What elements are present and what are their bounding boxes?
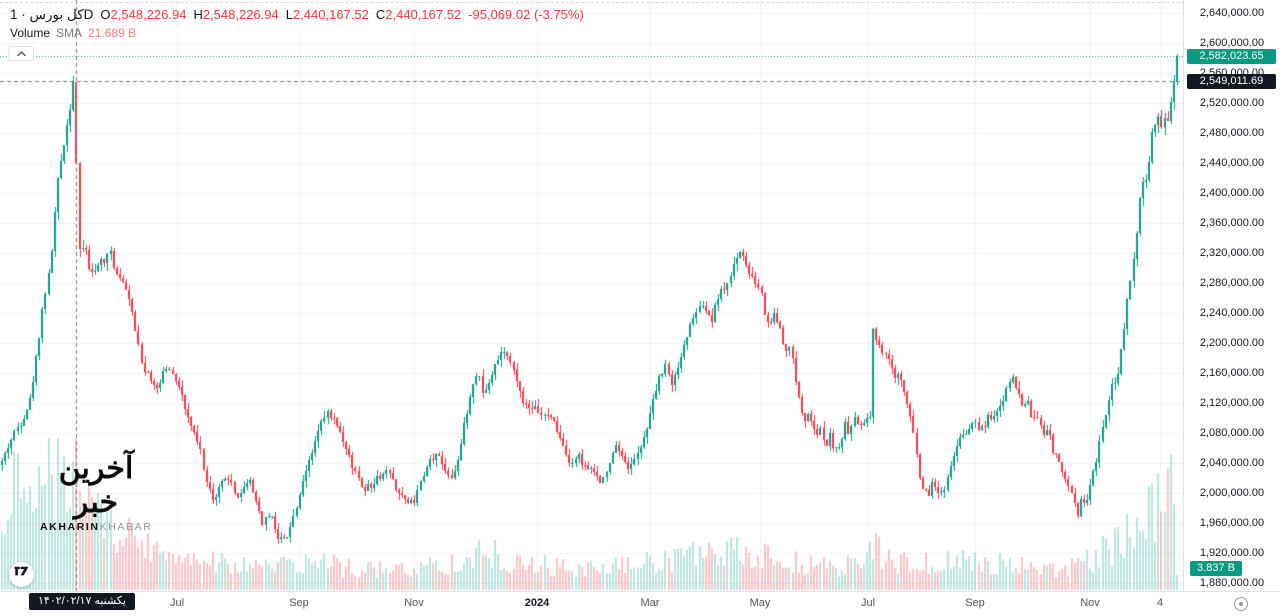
time-tick: Sep (965, 597, 985, 609)
volume-sma-label: SMA (56, 25, 83, 40)
price-tick: 2,160,000.00 (1199, 367, 1265, 379)
price-tick: 1,920,000.00 (1199, 547, 1265, 559)
last-price-label: 2,582,023.65 (1187, 49, 1276, 64)
time-tick: 2024 (524, 597, 550, 609)
volume-value-label: 3.837 B (1190, 561, 1242, 576)
ohlc-close: C2,440,167.52 (375, 7, 462, 22)
volume-sma-value: 21.689 B (88, 25, 137, 40)
ohlc-open: O2,548,226.94 (100, 7, 187, 22)
crosshair-price-label: 2,549,011.69 (1187, 74, 1276, 89)
price-tick: 2,360,000.00 (1199, 217, 1265, 229)
price-tick: 2,080,000.00 (1199, 427, 1265, 439)
price-tick: 2,440,000.00 (1199, 157, 1265, 169)
candlestick-plot-canvas[interactable] (0, 0, 1183, 591)
time-tick: Mar (640, 597, 660, 609)
legend-volume-row: Volume SMA 21.689 B (10, 24, 584, 41)
time-tick: Nov (1080, 597, 1100, 609)
ohlc-high: H2,548,226.94 (193, 7, 279, 22)
time-tick: Sep (289, 597, 309, 609)
time-tick: Jul (860, 597, 876, 609)
price-tick: 1,960,000.00 (1199, 517, 1265, 529)
tradingview-icon (14, 566, 29, 584)
watermark-latin-text: AKHARINKHABAR (40, 521, 153, 533)
chevron-up-icon (16, 50, 26, 57)
price-tick: 2,600,000.00 (1199, 37, 1265, 49)
price-tick: 2,320,000.00 (1199, 247, 1265, 259)
price-tick: 2,240,000.00 (1199, 307, 1265, 319)
time-tick: Nov (404, 597, 424, 609)
time-axis[interactable]: Jul Sep Nov 2024 Mar May Jul Sep Nov 4 (0, 591, 1280, 616)
legend-collapse-button[interactable] (8, 46, 34, 61)
ohlc-low: L2,440,167.52 (285, 7, 369, 22)
volume-indicator-label[interactable]: Volume (10, 25, 51, 40)
crosshair-date-tooltip: یکشنبه ۱۴۰۲/۰۲/۱۷ (29, 593, 135, 610)
price-tick: 2,640,000.00 (1199, 7, 1265, 19)
time-tick: 4 (1156, 597, 1164, 609)
akharinkhabar-watermark: آخرین خبر AKHARINKHABAR (40, 452, 152, 533)
time-tick: May (749, 597, 771, 609)
price-tick: 2,120,000.00 (1199, 397, 1265, 409)
price-tick: 2,200,000.00 (1199, 337, 1265, 349)
tradingview-logo[interactable] (9, 562, 34, 587)
top-session-divider (0, 2, 1280, 3)
price-tick: 2,520,000.00 (1199, 97, 1265, 109)
price-tick: 2,280,000.00 (1199, 277, 1265, 289)
price-tick: 2,000,000.00 (1199, 487, 1265, 499)
watermark-persian-logo: آخرین خبر (58, 452, 135, 519)
change-value: -95,069.02 (-3.75%) (468, 7, 584, 22)
price-axis[interactable]: 2,582,023.65 2,549,011.69 3.837 B 2,640,… (1183, 0, 1280, 591)
price-tick: 2,040,000.00 (1199, 457, 1265, 469)
legend-symbol-row: کل بورس · 1D O2,548,226.94 H2,548,226.94… (10, 5, 584, 24)
symbol-title[interactable]: کل بورس · 1D (10, 6, 94, 22)
legend: کل بورس · 1D O2,548,226.94 H2,548,226.94… (10, 5, 584, 41)
price-tick: 2,400,000.00 (1199, 187, 1265, 199)
price-tick: 1,880,000.00 (1199, 577, 1265, 589)
scale-target-icon[interactable] (1234, 597, 1248, 611)
price-tick: 2,480,000.00 (1199, 127, 1265, 139)
time-tick: Jul (169, 597, 185, 609)
